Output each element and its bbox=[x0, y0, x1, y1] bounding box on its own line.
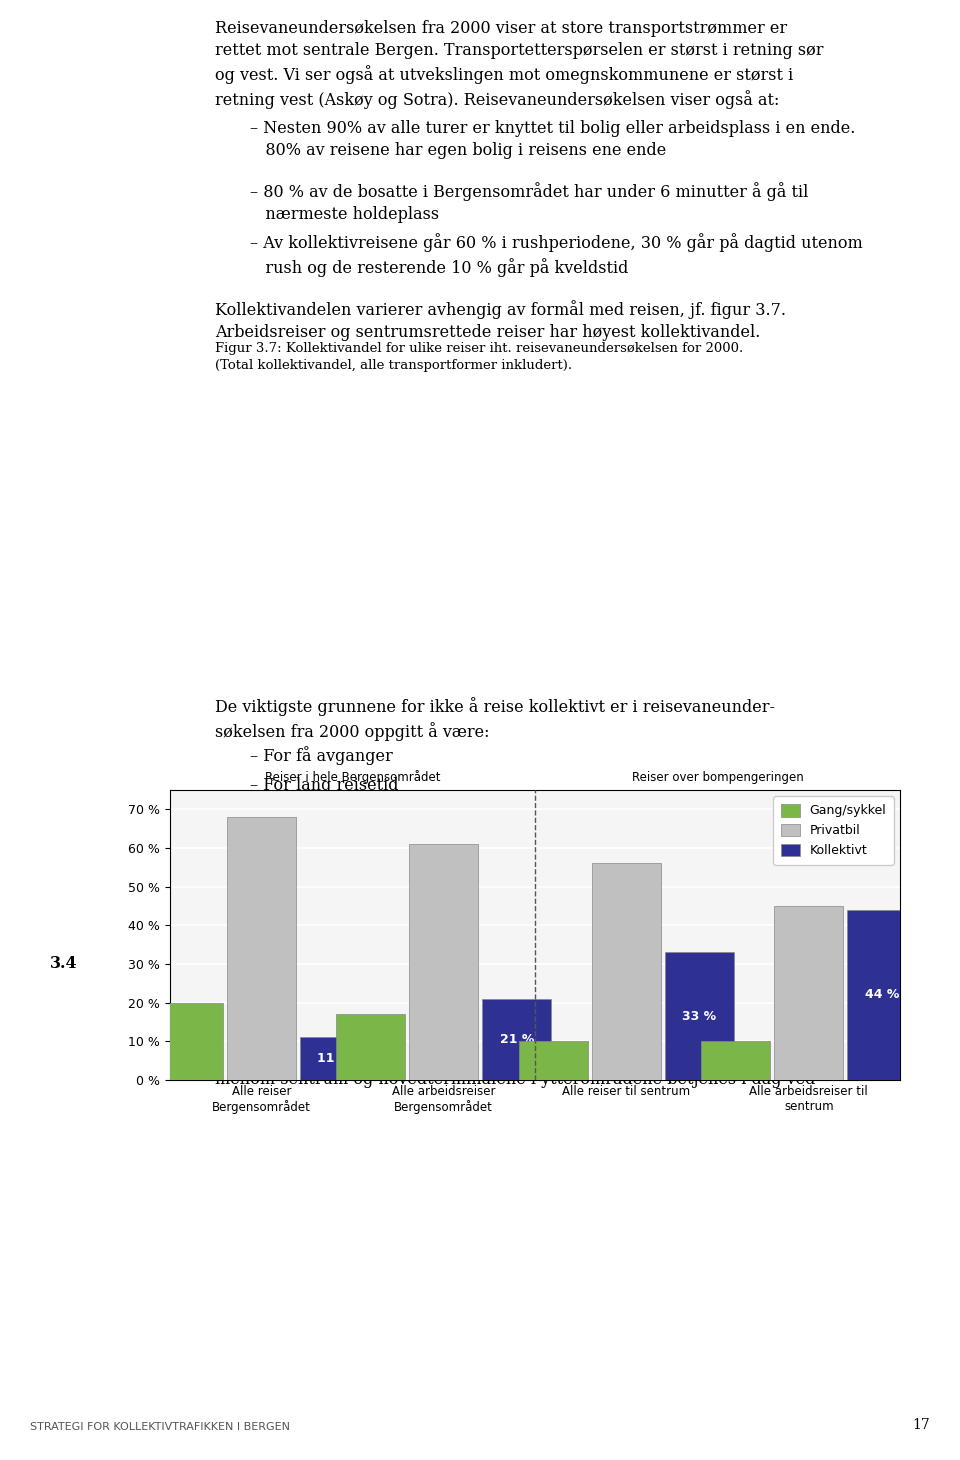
Text: Figur 3.7: Kollektivandel for ulike reiser iht. reisevaneundersøkelsen for 2000.: Figur 3.7: Kollektivandel for ulike reis… bbox=[215, 342, 743, 372]
Text: Om lag en tredel av de intervjuede oppgir en eller flere av disse
begrunnelsene.: Om lag en tredel av de intervjuede oppgi… bbox=[215, 875, 786, 939]
Bar bbox=[300, 1038, 369, 1080]
Text: Bergens arealbruksstruktur skaper tunge transportkorridorer, som i
utgangspunkte: Bergens arealbruksstruktur skaper tunge … bbox=[215, 1023, 815, 1088]
Text: 21 %: 21 % bbox=[499, 1032, 534, 1045]
Bar bbox=[774, 907, 844, 1080]
Bar bbox=[591, 863, 660, 1080]
Text: Reisevaneundersøkelsen fra 2000 viser at store transportstrømmer er
rettet mot s: Reisevaneundersøkelsen fra 2000 viser at… bbox=[215, 20, 824, 110]
Bar bbox=[664, 952, 734, 1080]
Bar bbox=[409, 844, 478, 1080]
Text: – Nesten 90% av alle turer er knyttet til bolig eller arbeidsplass i en ende.
  : – Nesten 90% av alle turer er knyttet ti… bbox=[250, 120, 855, 159]
Bar bbox=[336, 1015, 405, 1080]
Text: Dagens kollektivtilbud er basert på et utenfra-inn prinsipp: Dagens kollektivtilbud er basert på et u… bbox=[215, 990, 742, 1009]
Text: – For lang reisetid: – For lang reisetid bbox=[250, 777, 398, 794]
Text: 17: 17 bbox=[912, 1418, 930, 1432]
Text: Potensial for videreutvikling av dagens kollektivtilbud: Potensial for videreutvikling av dagens … bbox=[215, 955, 702, 972]
Text: – 80 % av de bosatte i Bergensområdet har under 6 minutter å gå til
   nærmeste : – 80 % av de bosatte i Bergensområdet ha… bbox=[250, 182, 808, 223]
Text: – For dårlige tverrforbindelser: – For dårlige tverrforbindelser bbox=[250, 807, 499, 826]
Text: Kollektivandelen varierer avhengig av formål med reisen, jf. figur 3.7.
Arbeidsr: Kollektivandelen varierer avhengig av fo… bbox=[215, 299, 786, 342]
Text: – For få avganger: – For få avganger bbox=[250, 746, 393, 765]
Text: Reiser i hele Bergensområdet: Reiser i hele Bergensområdet bbox=[265, 771, 441, 784]
Text: De viktigste grunnene for ikke å reise kollektivt er i reisevaneunder-
søkelsen : De viktigste grunnene for ikke å reise k… bbox=[215, 696, 775, 740]
Text: Reiser over bompengeringen: Reiser over bompengeringen bbox=[632, 771, 804, 784]
Text: 33 %: 33 % bbox=[683, 1010, 716, 1022]
Legend: Gang/sykkel, Privatbil, Kollektivt: Gang/sykkel, Privatbil, Kollektivt bbox=[773, 796, 894, 864]
Bar bbox=[847, 910, 917, 1080]
Bar bbox=[227, 818, 296, 1080]
Text: – Av kollektivreisene går 60 % i rushperiodene, 30 % går på dagtid utenom
   rus: – Av kollektivreisene går 60 % i rushper… bbox=[250, 234, 863, 277]
Text: STRATEGI FOR KOLLEKTIVTRAFIKKEN I BERGEN: STRATEGI FOR KOLLEKTIVTRAFIKKEN I BERGEN bbox=[30, 1422, 290, 1432]
Text: – For høye takster: – For høye takster bbox=[250, 838, 397, 856]
Text: 11 %: 11 % bbox=[317, 1053, 351, 1066]
Bar bbox=[482, 999, 551, 1080]
Text: 44 %: 44 % bbox=[865, 988, 899, 1002]
Bar bbox=[154, 1003, 223, 1080]
Bar bbox=[518, 1041, 588, 1080]
Bar bbox=[701, 1041, 771, 1080]
Text: 3.4: 3.4 bbox=[50, 955, 78, 972]
